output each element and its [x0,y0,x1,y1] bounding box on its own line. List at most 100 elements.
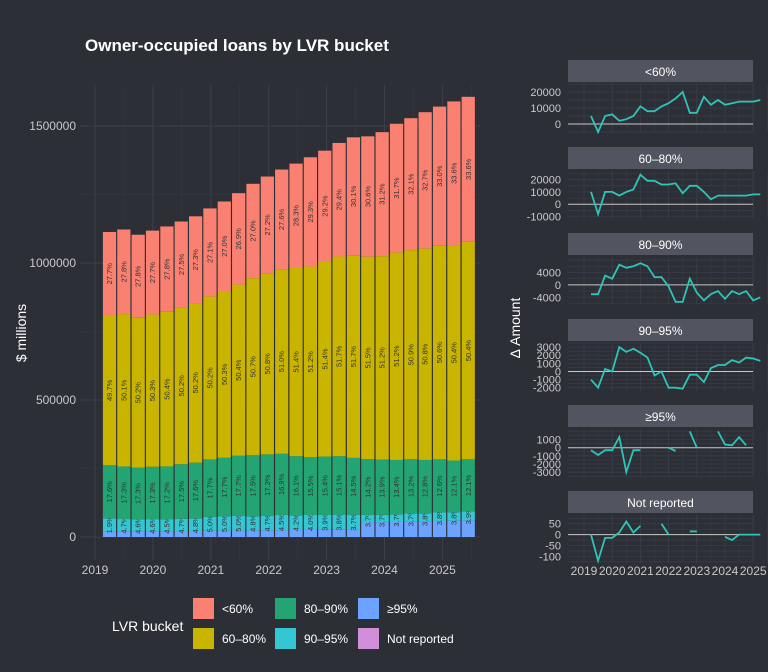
bar-segment [145,466,160,520]
bar-segment-label: 3.9% [320,514,329,531]
facet-y-tick-label: -100 [539,551,561,563]
bar-segment [461,96,475,242]
facet-y-axis-label: Δ Amount [507,298,523,359]
bar-segment-label: 51.5% [363,347,372,369]
y-tick-label: 1000000 [29,256,76,270]
bar-segment [131,467,145,520]
bar-segment-label: 4.5% [277,514,286,531]
bar-segment [102,315,117,466]
legend-label: 90–95% [304,632,348,646]
bar-segment-label: 32.7% [421,169,430,191]
bar-segment-label: 51.2% [306,351,315,373]
bar-segment [174,531,188,537]
bar-segment [260,530,274,537]
bar-segment [217,457,231,517]
bar-segment-label: 50.2% [191,372,200,394]
bar-segment [203,516,217,531]
bar-segment [117,314,131,467]
bar-segment [461,520,475,537]
bar-segment-label: 50.6% [435,342,444,364]
bar-segment-label: 12.8% [421,476,430,498]
bar-segment-label: 17.6% [191,480,200,502]
bar-segment-label: 3.9% [464,507,473,524]
legend-swatch [358,598,379,619]
bar-segment-label: 5.0% [220,515,229,532]
facet-y-tick-label: 0 [555,280,561,292]
bar-segment [174,518,188,532]
bar-segment [102,531,117,537]
bar-segment [461,241,475,460]
bar-segment [461,511,475,521]
bar-segment-label: 13.9% [378,476,387,498]
bar-segment-label: 29.3% [306,201,315,223]
bar-segment-label: 27.8% [162,258,171,280]
bar-segment [160,466,174,520]
bar-segment [289,456,303,516]
facet-y-tick-label: -2000 [533,383,561,395]
bar-segment-label: 51.4% [320,348,329,370]
bar-segment-label: 4.8% [191,516,200,533]
facet-y-tick-label: 4000 [537,267,561,279]
bar-segment-label: 50.9% [406,344,415,366]
bar-segment [346,255,361,458]
bar-segment [447,101,461,246]
bar-segment [418,248,432,460]
legend-swatch [275,628,296,649]
bar-segment-label: 51.2% [392,345,401,367]
bar-segment-label: 3.8% [421,509,430,526]
bar-segment-label: 14.2% [363,476,372,498]
bar-segment [160,531,174,537]
main-chart-title: Owner-occupied loans by LVR bucket [85,36,389,55]
bar-segment-label: 29.4% [335,189,344,211]
bar-segment [318,529,332,537]
facet-y-tick-label: -50 [545,541,561,553]
bar-segment [303,266,317,458]
bar-segment-label: 50.3% [148,380,157,402]
bar-segment [418,459,432,514]
bar-segment [318,261,332,457]
bar-segment [102,465,117,519]
bar-segment-label: 13.4% [392,476,401,498]
legend-swatch [275,598,296,619]
bar-segment-label: 27.2% [263,214,272,236]
bar-segment [189,518,203,531]
bar-segment [217,530,231,537]
bar-segment-label: 50.2% [134,382,143,404]
bar-segment-label: 50.4% [464,340,473,362]
bar-segment [275,453,289,515]
bar-segment [131,317,145,468]
bar-segment-label: 51.2% [378,347,387,369]
facet-y-tick-label: -3000 [533,467,561,479]
bar-segment [375,256,389,460]
x-tick-label: 2020 [140,563,167,577]
bar-segment [160,226,174,312]
bar-segment [117,229,131,315]
facet-series-line [590,434,641,476]
bar-segment [346,514,361,530]
x-tick-label: 2024 [371,563,398,577]
bar-segment-label: 12.1% [464,474,473,496]
bar-segment-label: 17.5% [249,475,258,497]
bar-segment-label: 27.6% [277,208,286,230]
bar-segment-label: 4.0% [306,514,315,531]
legend-swatch [358,628,379,649]
bar-segment-label: 17.3% [263,474,272,496]
bar-segment-label: 3.7% [406,509,415,526]
bar-segment [389,514,404,522]
bar-segment [203,530,217,537]
bar-segment [404,513,418,522]
main-y-axis-label: $ millions [13,304,29,362]
facet-y-tick-label: 0 [555,119,561,131]
bar-segment-label: 4.5% [162,516,171,533]
legend-label: Not reported [387,632,454,646]
bar-segment-label: 31.7% [392,177,401,199]
bar-segment-label: 12.1% [449,475,458,497]
bar-segment [145,519,160,532]
bar-segment-label: 50.8% [421,343,430,365]
facet-y-tick-label: 10000 [530,187,561,199]
bar-segment-label: 27.1% [205,241,214,263]
facet-y-tick-label: 0 [555,530,561,542]
bar-segment-label: 4.7% [263,514,272,531]
bar-segment [303,515,317,530]
